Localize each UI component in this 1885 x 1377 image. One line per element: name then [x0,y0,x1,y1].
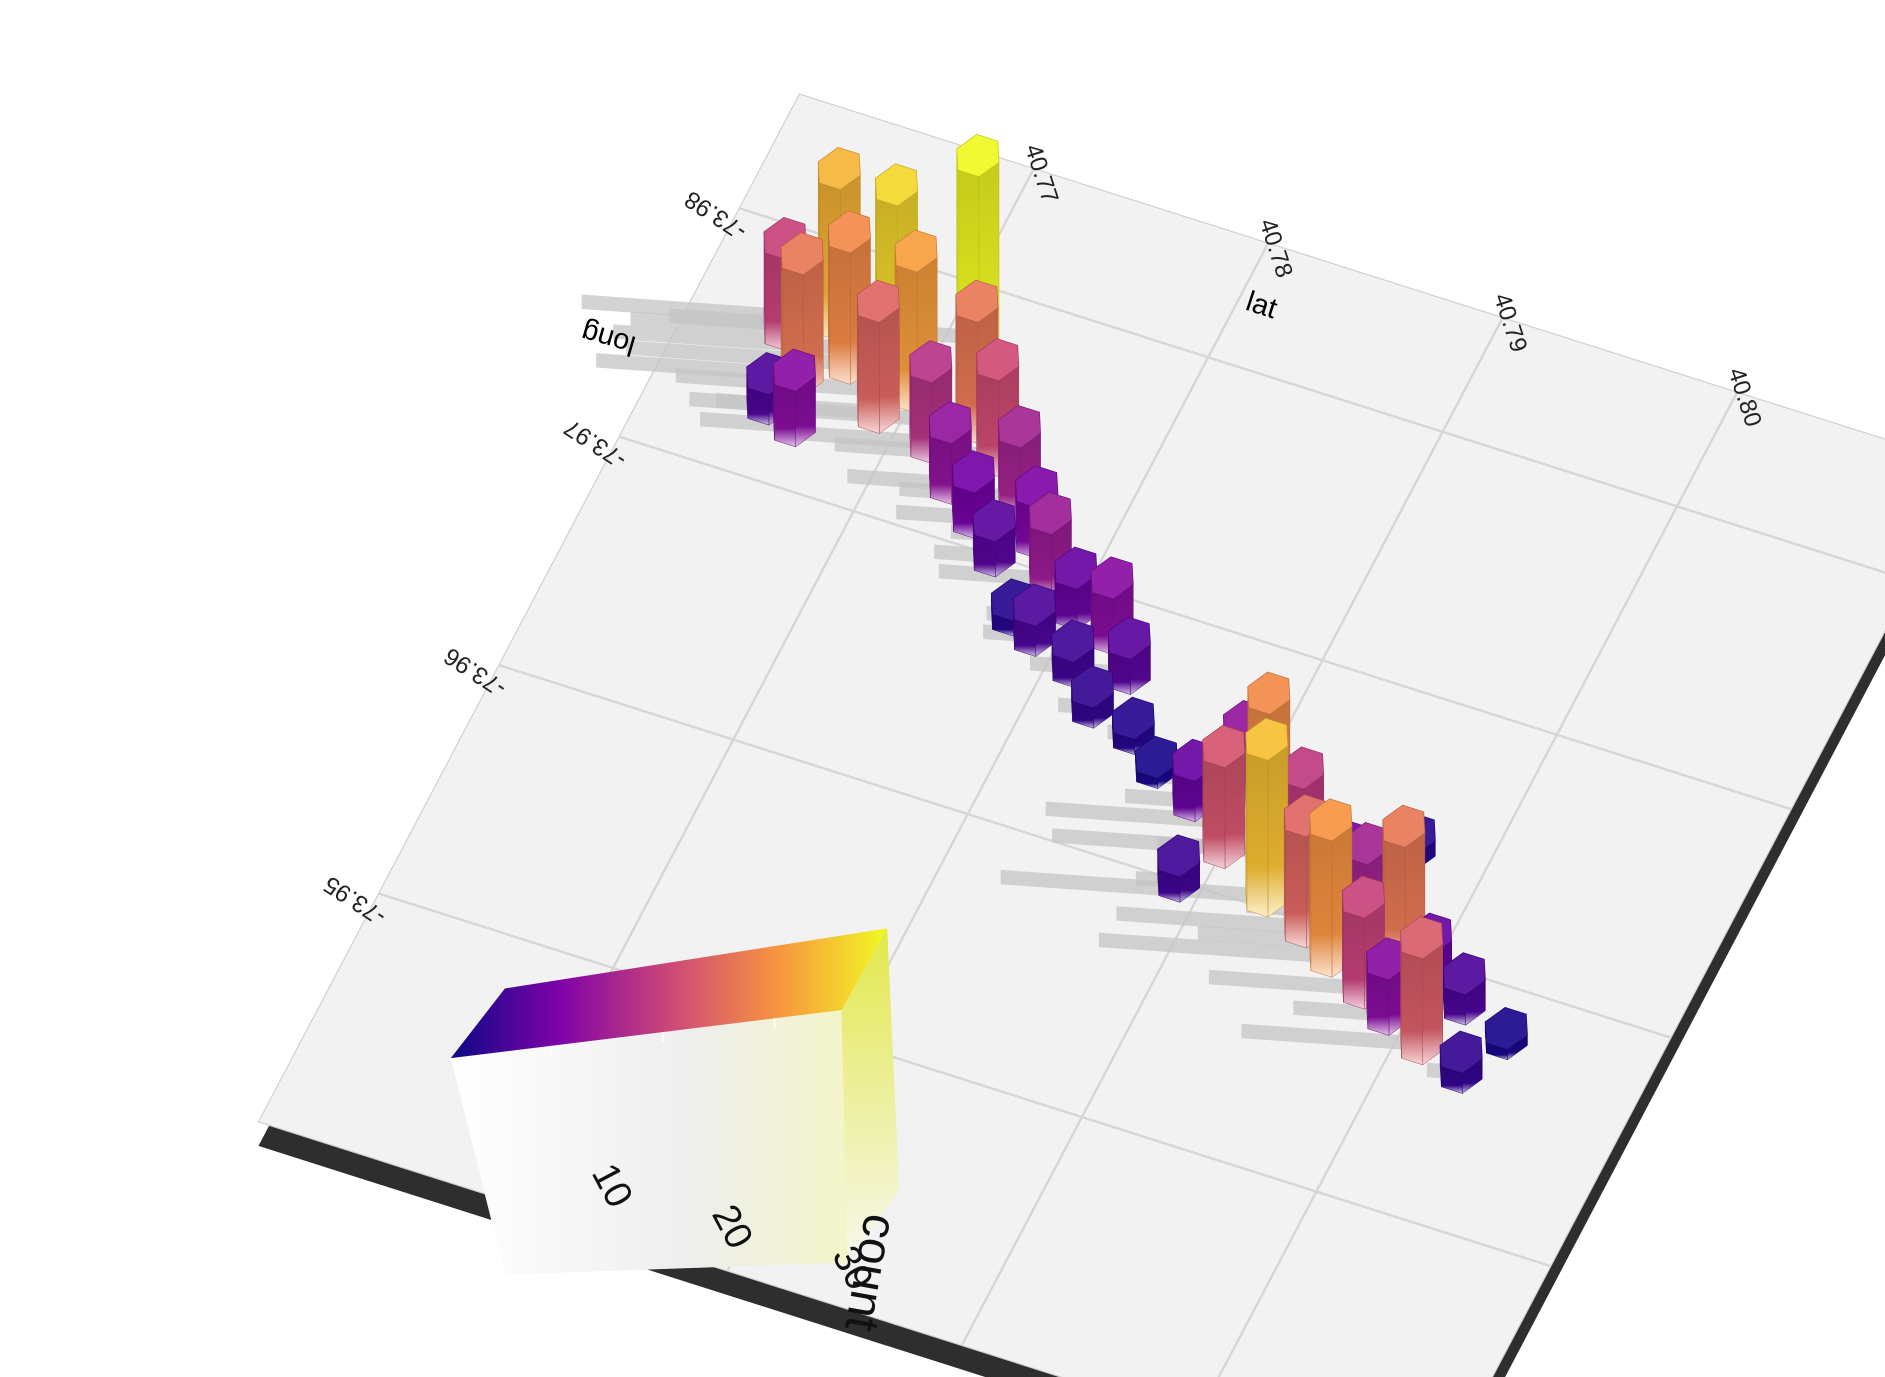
column-top [955,279,999,323]
column-top [856,279,900,323]
hex-column [1013,583,1056,657]
column-top [875,163,918,207]
column-top [1245,717,1289,761]
column-side [1309,813,1312,971]
column-side [973,534,996,578]
hex-column [1107,616,1151,696]
column-top [780,232,824,276]
column-side [1401,951,1424,1066]
column-shadow [1099,932,1331,964]
hex-column [1442,952,1486,1026]
column-top [1484,1007,1528,1051]
column-top [976,338,1020,382]
grid-line [378,892,1552,1268]
column-shadow [1241,1023,1422,1051]
column-top [1309,798,1353,842]
column-shadow [1208,969,1364,996]
legend-side [841,928,900,1263]
column-top [772,348,816,392]
column-top [1341,875,1385,919]
column-side [1246,753,1269,918]
column-side [857,315,880,434]
column-side [930,436,952,505]
column-side [1245,732,1248,911]
column-top [1202,725,1246,769]
column-top [1051,619,1095,663]
column-side [953,485,975,539]
column-side [879,307,900,434]
hex-column [1439,1030,1483,1094]
column-top [1013,583,1056,627]
grid-line [618,435,1792,811]
column-side [1343,911,1365,1010]
column-side [1367,972,1390,1036]
hex-column [972,498,1016,578]
column-shadow [613,324,897,359]
column-side [1422,943,1443,1066]
hex-column [1245,717,1289,918]
column-shadow [1116,906,1306,934]
column-top [1247,671,1291,715]
column-side [1285,829,1307,949]
columns [746,134,1528,1094]
column-side [774,384,796,448]
y-axis-label: long [578,316,639,362]
column-top [894,229,938,273]
column-side [829,246,851,385]
column-top [1382,804,1426,848]
column-top [1400,916,1444,960]
column-side [1224,752,1246,870]
column-top [817,147,861,191]
grid-line [1217,391,1739,1377]
hex-column [1400,916,1444,1066]
column-side [1310,833,1333,978]
legend-top [450,928,888,1059]
hex-column [856,279,900,434]
column-top [1107,616,1151,660]
hex-column [1111,696,1155,756]
hex-column [1382,804,1426,970]
column-side [828,225,830,378]
column-side [910,375,933,464]
column-top [956,134,1000,178]
column-top [1071,665,1114,709]
column-top [1442,952,1486,996]
column-top [1111,696,1155,740]
column-top [827,210,871,254]
hex-column [1071,665,1114,729]
column-top [928,401,972,445]
hex-column [1484,1007,1528,1061]
column-top [1134,735,1179,779]
hex-column [1157,834,1201,903]
column-top [1090,556,1134,600]
legend-front [450,1010,848,1275]
column-top [1028,491,1072,536]
column-top [951,450,995,494]
column-top [998,405,1041,449]
column-top [972,498,1016,543]
column-side [1203,760,1226,870]
column-top [1054,546,1098,590]
column-shadow [1000,869,1267,904]
hex-column [772,348,816,448]
hex-column [1202,725,1246,870]
column-top [909,340,953,384]
column-top [1157,834,1201,878]
column-side [1173,774,1196,823]
column-top [1439,1030,1483,1074]
